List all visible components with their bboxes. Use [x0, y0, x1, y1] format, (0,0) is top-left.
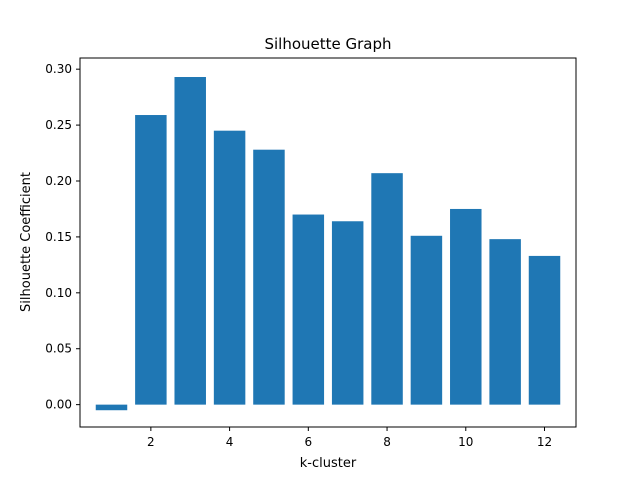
bar-k-2	[135, 115, 167, 405]
x-tick-label: 2	[147, 435, 155, 449]
y-tick-label: 0.20	[45, 174, 72, 188]
x-tick-label: 12	[537, 435, 552, 449]
y-tick-label: 0.00	[45, 398, 72, 412]
bar-k-4	[213, 130, 246, 405]
bar-k-8	[371, 173, 403, 405]
x-tick-label: 4	[226, 435, 234, 449]
bar-k-1	[95, 404, 128, 411]
y-tick-label: 0.10	[45, 286, 72, 300]
x-tick-label: 6	[304, 435, 312, 449]
bar-k-11	[489, 239, 521, 405]
x-tick-label: 8	[383, 435, 391, 449]
bar-k-10	[450, 208, 482, 405]
bar-k-9	[410, 235, 443, 405]
bar-k-5	[253, 149, 285, 405]
bar-k-3	[174, 77, 206, 405]
bar-k-6	[292, 214, 325, 405]
y-axis-label: Silhouette Coefficient	[19, 172, 34, 312]
x-axis-label: k-cluster	[300, 456, 357, 471]
y-tick-label: 0.05	[45, 342, 72, 356]
bar-k-7	[331, 221, 364, 405]
y-tick-label: 0.30	[45, 62, 72, 76]
y-axis-ticks: 0.00 0.05 0.10 0.15 0.20 0.25 0.30	[45, 62, 80, 412]
y-tick-label: 0.15	[45, 230, 72, 244]
chart-title: Silhouette Graph	[264, 35, 391, 53]
bar-k-12	[528, 255, 561, 405]
bars-layer	[95, 77, 561, 411]
x-tick-label: 10	[458, 435, 473, 449]
x-axis-ticks: 2 4 6 8 10 12	[147, 427, 552, 449]
plot-frame	[79, 57, 577, 428]
y-tick-label: 0.25	[45, 118, 72, 132]
